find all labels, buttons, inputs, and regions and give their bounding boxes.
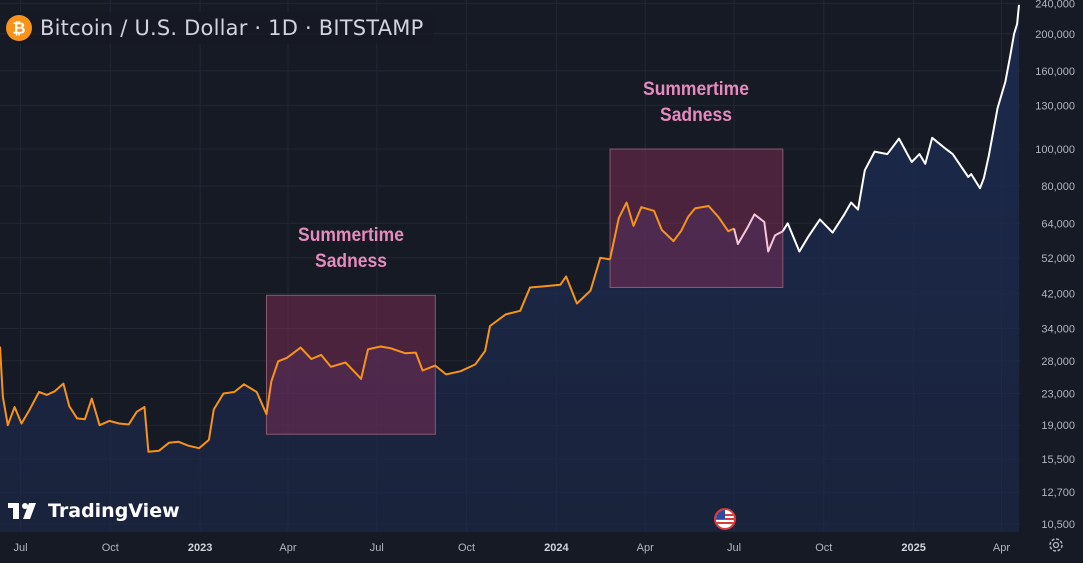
x-tick-label: Apr bbox=[993, 542, 1010, 554]
x-tick-label: Apr bbox=[637, 542, 654, 554]
y-tick-label: 42,000 bbox=[1041, 288, 1075, 300]
x-tick-label: Apr bbox=[279, 542, 296, 554]
x-tick-label: 2024 bbox=[544, 542, 569, 554]
y-tick-label: 100,000 bbox=[1035, 144, 1075, 156]
x-tick-label: 2025 bbox=[901, 542, 925, 554]
y-tick-label: 28,000 bbox=[1041, 356, 1075, 368]
price-line-segment-3 bbox=[733, 213, 784, 253]
y-tick-label: 34,000 bbox=[1041, 323, 1075, 335]
x-tick-label: Jul bbox=[13, 542, 27, 554]
highlight-box-1[interactable] bbox=[265, 294, 436, 435]
tradingview-branding[interactable]: TradingView bbox=[8, 500, 180, 522]
symbol-title: Bitcoin / U.S. Dollar · 1D · BITSTAMP bbox=[40, 16, 424, 40]
x-tick-label: 2023 bbox=[188, 542, 212, 554]
price-line-segment-2 bbox=[609, 201, 735, 260]
annotation-line2: Sadness bbox=[660, 105, 733, 127]
x-tick-label: Oct bbox=[102, 542, 119, 554]
y-tick-label: 19,000 bbox=[1041, 420, 1075, 432]
y-tick-label: 240,000 bbox=[1035, 0, 1075, 10]
us-event-flag-icon[interactable] bbox=[714, 508, 736, 530]
x-tick-label: Jul bbox=[370, 542, 384, 554]
tradingview-logo-icon bbox=[8, 503, 36, 519]
annotation-summertime-sadness-2023: Summertime Sadness bbox=[277, 223, 424, 275]
bitcoin-icon: ₿ bbox=[6, 15, 32, 41]
annotation-line2: Sadness bbox=[314, 251, 387, 273]
settings-gear-icon[interactable] bbox=[1047, 536, 1065, 554]
annotation-summertime-sadness-2024: Summertime Sadness bbox=[623, 77, 770, 129]
y-tick-label: 23,000 bbox=[1041, 388, 1075, 400]
x-tick-label: Oct bbox=[458, 542, 475, 554]
y-tick-label: 130,000 bbox=[1035, 100, 1075, 112]
price-area-fill bbox=[0, 4, 1019, 533]
y-tick-label: 52,000 bbox=[1041, 253, 1075, 265]
symbol-header[interactable]: ₿ Bitcoin / U.S. Dollar · 1D · BITSTAMP bbox=[6, 12, 434, 44]
y-tick-label: 12,700 bbox=[1041, 487, 1075, 499]
x-tick-label: Oct bbox=[815, 542, 832, 554]
y-tick-label: 80,000 bbox=[1041, 181, 1075, 193]
price-line-segment-1 bbox=[0, 256, 611, 453]
y-tick-label: 64,000 bbox=[1041, 218, 1075, 230]
y-tick-label: 200,000 bbox=[1035, 29, 1075, 41]
x-tick-label: Jul bbox=[727, 542, 741, 554]
annotation-line1: Summertime bbox=[297, 225, 404, 247]
price-line-segment-4 bbox=[781, 4, 1020, 253]
y-tick-label: 15,500 bbox=[1041, 454, 1075, 466]
y-tick-label: 10,500 bbox=[1041, 519, 1075, 531]
y-tick-label: 160,000 bbox=[1035, 66, 1075, 78]
annotation-line1: Summertime bbox=[643, 79, 750, 101]
svg-text:₿: ₿ bbox=[12, 19, 25, 37]
highlight-box-2[interactable] bbox=[609, 148, 784, 288]
brand-name: TradingView bbox=[48, 500, 180, 522]
